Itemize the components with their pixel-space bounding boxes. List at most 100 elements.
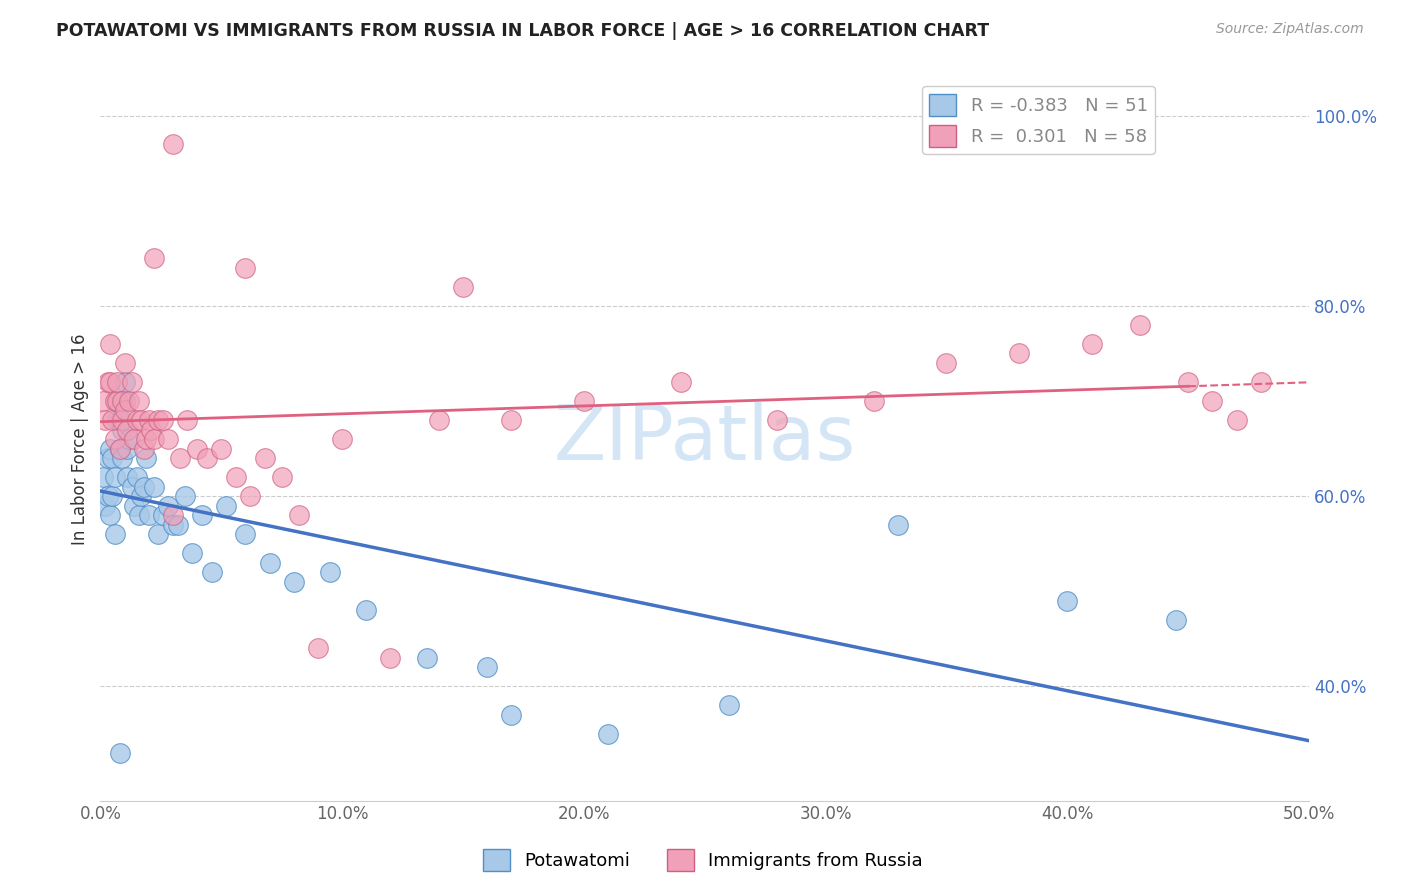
Point [330,432,353,446]
Point [125,413,148,427]
Point [138,508,160,523]
Point [166,517,188,532]
Point [118,432,141,446]
Point [104,432,127,446]
Point [115,442,138,456]
Point [132,442,155,456]
Point [111,413,134,427]
Point [131,489,153,503]
Point [121,480,143,494]
Point [114,375,136,389]
Point [181,546,204,560]
Point [259,556,281,570]
Point [1008,346,1031,360]
Point [235,527,257,541]
Point [118,394,141,409]
Point [253,451,276,466]
Point [191,508,214,523]
Point [319,566,342,580]
Point [669,375,692,389]
Point [1250,375,1272,389]
Point [283,574,305,589]
Y-axis label: In Labor Force | Age > 16: In Labor Force | Age > 16 [72,334,89,545]
Point [596,727,619,741]
Point [125,470,148,484]
Point [115,470,138,484]
Point [380,651,402,665]
Point [1177,375,1199,389]
Point [863,394,886,409]
Point [98,442,121,456]
Point [111,451,134,466]
Point [111,394,134,409]
Point [162,136,184,151]
Point [108,442,131,456]
Point [138,413,160,427]
Point [142,252,165,266]
Point [115,423,138,437]
Point [415,651,437,665]
Point [215,499,238,513]
Point [307,641,329,656]
Legend: Potawatomi, Immigrants from Russia: Potawatomi, Immigrants from Russia [477,842,929,879]
Point [91,470,114,484]
Point [451,280,474,294]
Point [94,499,117,513]
Point [132,480,155,494]
Point [152,508,174,523]
Point [114,356,136,370]
Point [97,375,120,389]
Point [91,394,114,409]
Point [174,489,197,503]
Point [287,508,309,523]
Point [97,489,120,503]
Point [270,470,292,484]
Point [200,566,222,580]
Point [1129,318,1152,332]
Point [162,508,184,523]
Point [108,746,131,760]
Point [235,260,257,275]
Point [195,451,218,466]
Point [1201,394,1223,409]
Point [105,413,128,427]
Text: Source: ZipAtlas.com: Source: ZipAtlas.com [1216,22,1364,37]
Point [97,451,120,466]
Point [239,489,262,503]
Point [1080,337,1102,351]
Point [157,499,180,513]
Point [101,451,124,466]
Point [1164,613,1187,627]
Point [148,413,170,427]
Point [98,375,121,389]
Point [766,413,789,427]
Point [105,375,128,389]
Point [98,508,121,523]
Point [152,413,174,427]
Point [887,517,910,532]
Point [186,442,208,456]
Point [572,394,595,409]
Point [501,413,523,427]
Point [139,423,162,437]
Point [935,356,957,370]
Point [104,470,127,484]
Point [1056,594,1078,608]
Point [104,394,127,409]
Point [122,432,145,446]
Point [98,337,121,351]
Point [1225,413,1247,427]
Point [135,432,157,446]
Point [104,527,127,541]
Point [142,432,165,446]
Point [128,394,150,409]
Point [148,527,170,541]
Point [209,442,232,456]
Point [356,603,378,617]
Point [111,423,134,437]
Point [114,403,136,417]
Point [169,451,191,466]
Point [121,375,143,389]
Point [501,708,523,723]
Text: ZIPatlas: ZIPatlas [554,402,856,476]
